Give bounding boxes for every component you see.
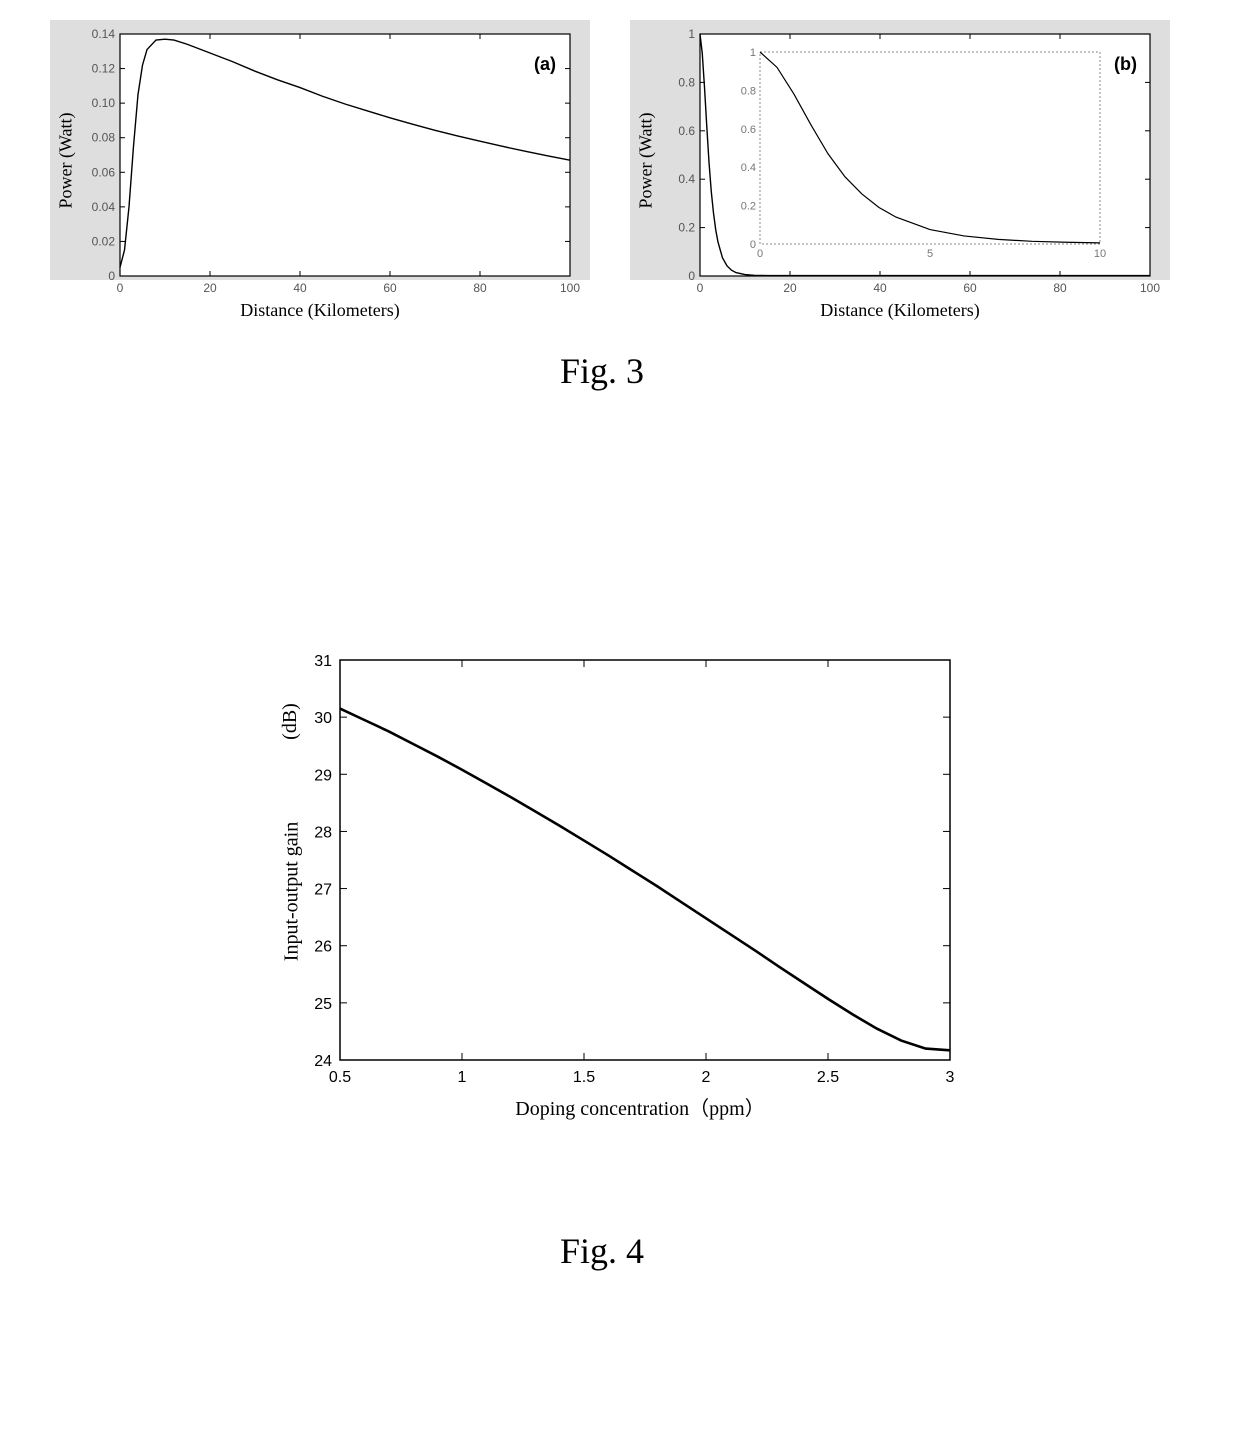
svg-text:40: 40 bbox=[293, 281, 307, 295]
fig3a-svg: 0 20 40 60 80 100 0 0.02 0.04 0.06 0.08 0.10 0.12 0.1… bbox=[50, 20, 590, 320]
svg-text:0.8: 0.8 bbox=[741, 85, 756, 97]
fig3b-xlabel: Distance (Kilometers) bbox=[750, 300, 1050, 321]
fig3-chart-a: 0 20 40 60 80 100 0 0.02 0.04 0.06 0.08 0.10 0.12 0.1… bbox=[50, 20, 590, 320]
fig3a-ylabel: Power (Watt) bbox=[56, 101, 77, 221]
svg-text:28: 28 bbox=[314, 824, 332, 841]
fig3-chart-b: 02040608010000.20.40.60.81(b)051000.20.4… bbox=[630, 20, 1170, 320]
svg-text:1: 1 bbox=[750, 47, 756, 59]
svg-text:0.4: 0.4 bbox=[741, 162, 756, 174]
svg-text:0: 0 bbox=[108, 269, 115, 283]
svg-text:0: 0 bbox=[697, 281, 704, 295]
svg-text:20: 20 bbox=[203, 281, 217, 295]
svg-text:0: 0 bbox=[757, 248, 763, 260]
svg-text:24: 24 bbox=[314, 1053, 332, 1070]
fig4-ylabel: Input-output gain bbox=[281, 782, 304, 1002]
fig3-row: 02040608010000.020.040.060.080.100.120.1… bbox=[50, 20, 1170, 320]
svg-text:40: 40 bbox=[873, 281, 887, 295]
svg-text:80: 80 bbox=[473, 281, 487, 295]
svg-text:100: 100 bbox=[560, 281, 580, 295]
svg-text:(a): (a) bbox=[534, 54, 556, 74]
svg-text:5: 5 bbox=[927, 248, 933, 260]
svg-text:25: 25 bbox=[314, 996, 332, 1013]
svg-text:(b): (b) bbox=[1114, 54, 1137, 74]
svg-text:27: 27 bbox=[314, 882, 332, 899]
svg-text:1: 1 bbox=[688, 27, 695, 41]
fig4-ylabel-text: Input-output gain bbox=[281, 822, 303, 961]
svg-text:26: 26 bbox=[314, 939, 332, 956]
svg-text:0.08: 0.08 bbox=[92, 131, 116, 145]
svg-text:0.06: 0.06 bbox=[92, 165, 116, 179]
svg-text:30: 30 bbox=[314, 710, 332, 727]
svg-text:31: 31 bbox=[314, 653, 332, 670]
svg-text:0.04: 0.04 bbox=[92, 200, 116, 214]
svg-text:0.02: 0.02 bbox=[92, 234, 116, 248]
svg-text:0: 0 bbox=[117, 281, 124, 295]
svg-text:0: 0 bbox=[688, 269, 695, 283]
svg-text:2.5: 2.5 bbox=[817, 1069, 839, 1086]
svg-text:10: 10 bbox=[1094, 248, 1106, 260]
svg-text:0.6: 0.6 bbox=[741, 124, 756, 136]
svg-text:0.4: 0.4 bbox=[678, 172, 695, 186]
svg-text:3: 3 bbox=[946, 1069, 955, 1086]
svg-text:60: 60 bbox=[963, 281, 977, 295]
fig4-xlabel: Doping concentration（ppm） bbox=[440, 1092, 840, 1121]
fig4-ylabel-unit: (dB) bbox=[279, 703, 302, 740]
fig4-svg: 0.5 1 1.5 2 2.5 3 24 25 26 27 28 29 30 31 bbox=[260, 640, 980, 1120]
svg-text:1.5: 1.5 bbox=[573, 1069, 595, 1086]
svg-text:0: 0 bbox=[750, 239, 756, 251]
fig3a-xlabel: Distance (Kilometers) bbox=[170, 300, 470, 321]
svg-text:0.12: 0.12 bbox=[92, 62, 116, 76]
fig4-chart: 0.5 1 1.5 2 2.5 3 24 25 26 27 28 29 30 31 Input-outpu… bbox=[260, 640, 980, 1120]
svg-text:20: 20 bbox=[783, 281, 797, 295]
svg-text:0.6: 0.6 bbox=[678, 124, 695, 138]
svg-text:2: 2 bbox=[702, 1069, 711, 1086]
fig4-caption: Fig. 4 bbox=[560, 1230, 644, 1272]
svg-text:0.10: 0.10 bbox=[92, 96, 116, 110]
svg-text:0.2: 0.2 bbox=[741, 201, 756, 213]
svg-text:0.14: 0.14 bbox=[92, 27, 116, 41]
svg-text:29: 29 bbox=[314, 767, 332, 784]
svg-text:1: 1 bbox=[458, 1069, 467, 1086]
fig3-caption: Fig. 3 bbox=[560, 350, 644, 392]
svg-text:60: 60 bbox=[383, 281, 397, 295]
svg-text:0.8: 0.8 bbox=[678, 75, 695, 89]
fig3b-svg: 02040608010000.20.40.60.81(b)051000.20.4… bbox=[630, 20, 1170, 320]
svg-text:100: 100 bbox=[1140, 281, 1160, 295]
svg-text:0.2: 0.2 bbox=[678, 221, 695, 235]
svg-text:0.5: 0.5 bbox=[329, 1069, 351, 1086]
fig3b-ylabel: Power (Watt) bbox=[636, 101, 657, 221]
svg-text:80: 80 bbox=[1053, 281, 1067, 295]
